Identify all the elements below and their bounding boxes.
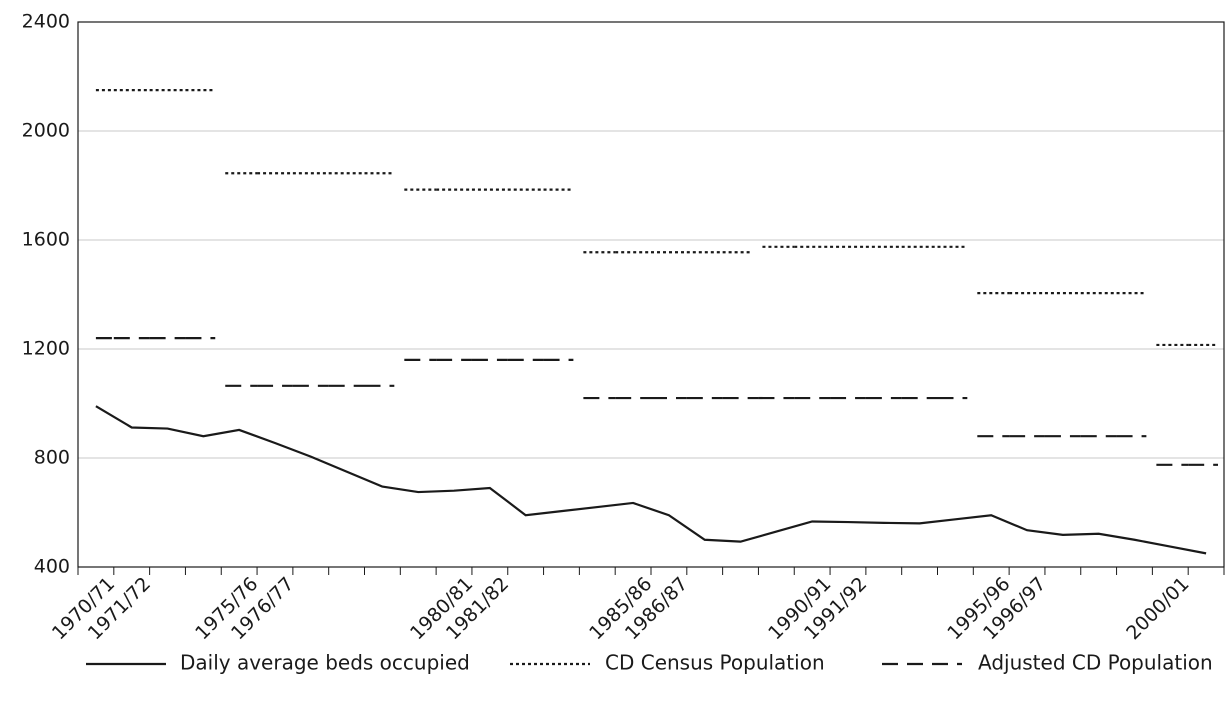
y-tick-label: 1600: [22, 229, 70, 251]
legend-label: Adjusted CD Population: [978, 651, 1213, 675]
legend: Daily average beds occupied CD Census Pop…: [86, 651, 1213, 675]
y-tick-label: 2400: [22, 11, 70, 33]
plot-frame: [77, 21, 1225, 568]
series-line: [95, 405, 1207, 555]
y-tick-label: 400: [34, 556, 70, 578]
legend-label: CD Census Population: [605, 651, 825, 675]
x-tick-label: 2000/01: [1122, 573, 1193, 644]
legend-label: Daily average beds occupied: [180, 651, 470, 675]
y-tick-label: 1200: [22, 338, 70, 360]
y-tick-label: 800: [34, 447, 70, 469]
y-tick-label: 2000: [22, 120, 70, 142]
